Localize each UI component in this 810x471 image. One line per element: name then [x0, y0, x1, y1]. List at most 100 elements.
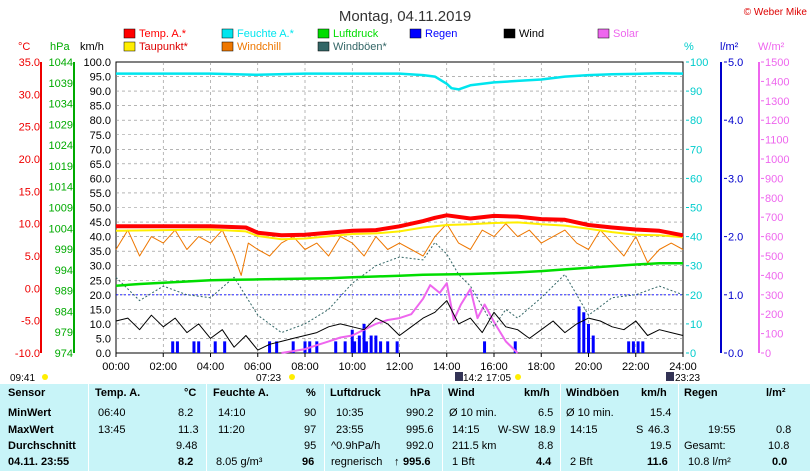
- rain-bar: [192, 341, 196, 353]
- taupunkt-line: [115, 221, 684, 241]
- rain-bar: [483, 341, 487, 353]
- temp-tick-label: 30.0: [19, 89, 40, 101]
- rain-bar: [513, 341, 517, 353]
- solar-tick-label: 800: [765, 193, 783, 205]
- solar-tick-label: 1000: [765, 154, 789, 166]
- pressure-tick-label: 1019: [49, 161, 73, 173]
- temp-tick-label: 10.0: [19, 219, 40, 231]
- humidity-tick-label: 50: [690, 203, 702, 215]
- pressure-value: 990.2: [406, 407, 434, 419]
- rain-unit-label: l/m²: [720, 41, 739, 53]
- humidity-unit-label: %: [684, 41, 694, 53]
- rain-bar: [386, 341, 390, 353]
- moonrise-label: 14:2: [463, 373, 483, 384]
- legend-label: Taupunkt*: [139, 41, 189, 53]
- pressure-tick-label: 1029: [49, 119, 73, 131]
- header-temp-unit: °C: [184, 387, 197, 399]
- wind-tick-label: 20.0: [90, 290, 111, 302]
- solar-tick-label: 400: [765, 270, 783, 282]
- x-tick-label: 02:00: [149, 361, 177, 373]
- pressure-time: 10:35: [336, 407, 364, 419]
- rain-value: 10.8: [768, 440, 790, 452]
- pressure-arrow: ↑: [394, 456, 400, 468]
- wind-tick-label: 60.0: [90, 173, 111, 185]
- legend-label: Solar: [613, 28, 639, 40]
- legend-label: Feuchte A.*: [237, 28, 295, 40]
- legend-label: Windböen*: [333, 41, 388, 53]
- humidity-tick-label: 10: [690, 319, 702, 331]
- wind-tick-label: 70.0: [90, 144, 111, 156]
- rain-bar: [395, 341, 399, 353]
- temp-tick-label: 35.0: [19, 57, 40, 69]
- legend-label: Temp. A.*: [139, 28, 187, 40]
- rain-bar: [379, 341, 383, 353]
- windben-line: [115, 241, 684, 334]
- sunrise-marker: [289, 374, 295, 380]
- sunset-label: 17:05: [486, 373, 511, 384]
- rain-bar: [291, 341, 295, 353]
- x-tick-label: 08:00: [291, 361, 319, 373]
- rain-bar: [374, 335, 378, 353]
- row-label: 04.11. 23:55: [8, 456, 70, 468]
- solar-tick-label: 0: [765, 348, 771, 360]
- solar-tick-label: 1400: [765, 76, 789, 88]
- wind-tick-label: 30.0: [90, 261, 111, 273]
- x-tick-label: 22:00: [622, 361, 650, 373]
- rain-bar: [223, 341, 227, 353]
- header-wind: Wind: [448, 387, 475, 399]
- row-label: MinWert: [8, 407, 52, 419]
- rain-total-label: Gesamt:: [684, 440, 726, 452]
- wind-value: 8.8: [538, 440, 554, 452]
- series-layer: [115, 72, 684, 354]
- pressure-tick-label: 984: [55, 306, 73, 318]
- header-temp: Temp. A.: [95, 387, 141, 399]
- wind-tick-label: 25.0: [90, 275, 111, 287]
- rain-bar: [268, 341, 272, 353]
- wind-tick-label: 75.0: [90, 130, 111, 142]
- wind-tick-label: 65.0: [90, 159, 111, 171]
- rain-bar: [364, 341, 368, 353]
- rain-bar: [582, 312, 586, 353]
- rain-value: 0.0: [772, 456, 788, 468]
- gust-time: Ø 10 min.: [566, 407, 614, 419]
- x-tick-label: 00:00: [102, 361, 130, 373]
- wind-distance: 211.5 km: [452, 440, 497, 452]
- legend-swatch: [317, 28, 330, 39]
- rain-bar: [350, 329, 354, 353]
- legend-swatch: [503, 28, 516, 39]
- humidity-time: 14:10: [218, 407, 246, 419]
- rain-tick-label: 3.0: [728, 173, 743, 185]
- pressure-tick-label: 1034: [49, 99, 73, 111]
- temp-tick-label: 20.0: [19, 154, 40, 166]
- solar-tick-label: 200: [765, 309, 783, 321]
- humidity-value: 95: [304, 440, 317, 452]
- wind-value: 6.5: [538, 407, 554, 419]
- rain-tick-label: 2.0: [728, 232, 743, 244]
- header-rain-unit: l/m²: [766, 387, 786, 399]
- gust-direction: S: [636, 424, 644, 436]
- rain-bar: [591, 335, 595, 353]
- x-tick-label: 24:00: [669, 361, 697, 373]
- header-rain: Regen: [684, 387, 718, 399]
- wind-direction: W-SW: [498, 424, 530, 436]
- legend-label: Luftdruck: [333, 28, 379, 40]
- rain-bar: [303, 341, 307, 353]
- pressure-unit-label: hPa: [50, 41, 70, 53]
- legend-swatch: [221, 28, 234, 39]
- axis-units: °C hPa km/h % l/m² W/m²: [18, 41, 785, 53]
- solar-tick-label: 1200: [765, 115, 789, 127]
- header-gust-unit: km/h: [641, 387, 667, 399]
- rain-bar: [353, 341, 357, 353]
- header-pressure-unit: hPa: [410, 387, 431, 399]
- rain-tick-label: 4.0: [728, 115, 743, 127]
- legend-label: Wind: [519, 28, 544, 40]
- solar-tick-label: 1300: [765, 96, 789, 108]
- pressure-value: 995.6: [403, 456, 431, 468]
- sunrise-label: 07:23: [256, 373, 281, 384]
- pressure-tick-label: 1014: [49, 182, 73, 194]
- wind-tick-label: 55.0: [90, 188, 111, 200]
- chart-title: Montag, 04.11.2019: [339, 8, 471, 25]
- humidity-tick-label: 30: [690, 261, 702, 273]
- pressure-tick-label: 999: [55, 244, 73, 256]
- rain-bar: [641, 341, 645, 353]
